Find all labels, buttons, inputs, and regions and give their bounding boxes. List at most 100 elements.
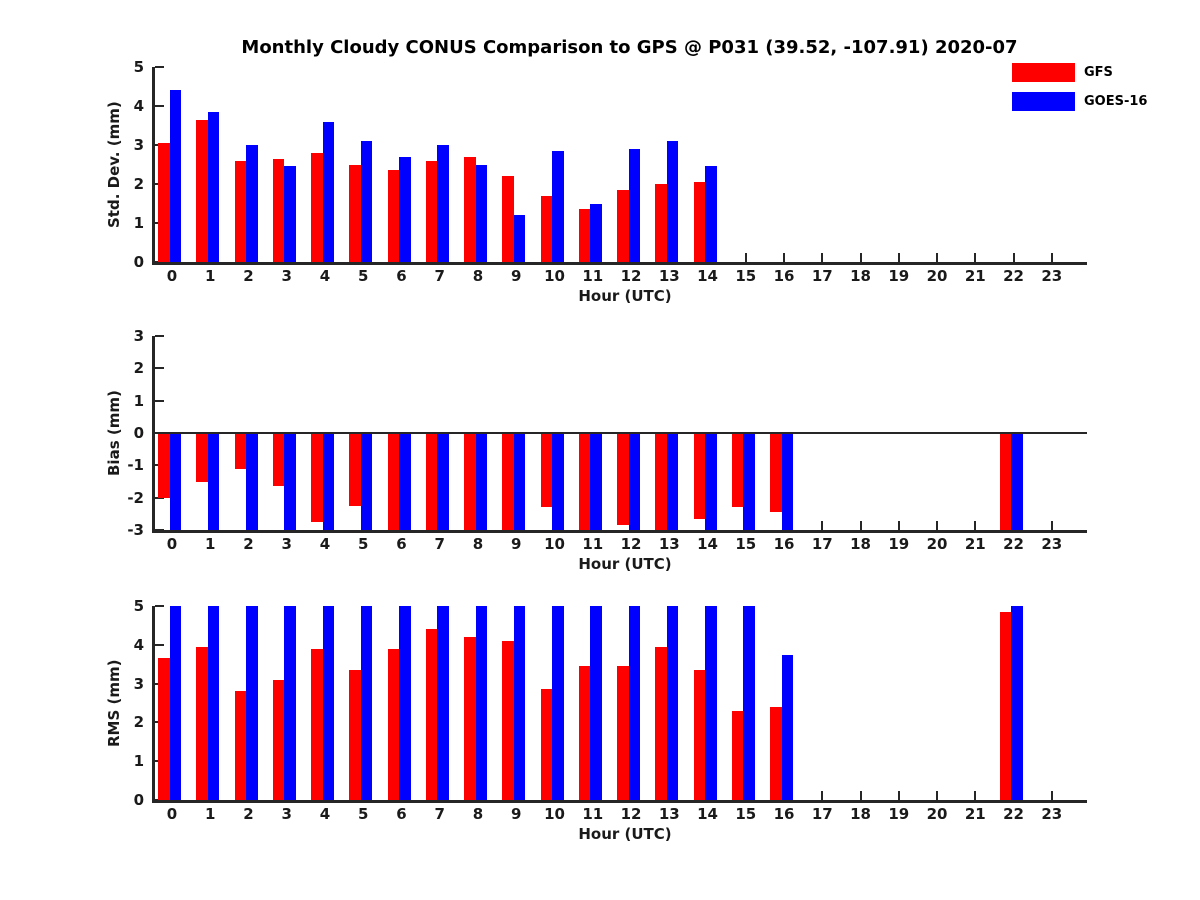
bar-gfs-h2: [234, 160, 246, 262]
y-axis-label: RMS (mm): [105, 659, 123, 747]
y-tick-label: 3: [133, 327, 144, 345]
x-tick-label: 11: [582, 805, 604, 823]
bar-goes-16-h10: [552, 606, 564, 800]
x-tick-label: 14: [697, 805, 718, 823]
rms-subplot: 0 1 2 3 4 5 0 1 2 3 4 5 6 7 8 9 10 11 12 13 14 15 16 17 18 19 20 21…: [105, 597, 1087, 846]
y-tick-label: 3: [133, 674, 144, 693]
x-tick-label: 14: [697, 267, 718, 285]
bar-gfs-h14: [693, 670, 705, 800]
chart-title: Monthly Cloudy CONUS Comparison to GPS @…: [241, 37, 1018, 58]
bar-gfs-h6: [387, 433, 399, 530]
x-tick-label: 1: [205, 267, 216, 285]
bar-goes-16-h7: [437, 145, 449, 262]
x-tick-label: 4: [319, 535, 331, 553]
y-tick-label: 0: [133, 791, 144, 809]
bar-gfs-h6: [387, 170, 399, 262]
bar-gfs-h1: [196, 119, 208, 262]
x-tick-label: 3: [281, 267, 292, 285]
bar-goes-16-h15: [743, 433, 755, 530]
x-tick-label: 12: [620, 267, 642, 285]
y-tick-label: -2: [127, 488, 144, 507]
bar-gfs-h22: [999, 611, 1011, 800]
x-tick-label: 2: [243, 535, 254, 553]
x-tick: [897, 521, 900, 530]
bias-subplot: 3 2 1 0 -1 -2 -3 0 1 2 3 4 5 6 7 8 9 10 11 12 13 14 15 16 17 18 19…: [105, 327, 1087, 576]
y-tick: [155, 66, 164, 68]
bar-gfs-h14: [693, 182, 705, 262]
x-tick-label: 17: [811, 805, 833, 823]
bar-goes-16-h5: [360, 433, 373, 530]
x-tick-label: 11: [582, 267, 604, 285]
x-tick-label: 5: [358, 267, 369, 285]
x-tick-label: 15: [735, 805, 757, 823]
bar-goes-16-h4: [322, 433, 334, 530]
bar-gfs-h4: [311, 648, 323, 800]
bar-gfs-h7: [425, 160, 438, 262]
x-tick-label: 6: [396, 267, 407, 285]
x-tick-label: 10: [544, 535, 565, 553]
x-tick-label: 21: [964, 805, 986, 823]
bar-gfs-h8: [464, 156, 476, 262]
bar-gfs-h9: [502, 640, 514, 800]
bar-gfs-h16: [770, 706, 782, 800]
bar-gfs-h10: [540, 689, 552, 800]
bar-gfs-h9: [502, 433, 514, 530]
bar-goes-16-h9: [513, 215, 526, 262]
bar-goes-16-h1: [207, 606, 220, 800]
bar-goes-16-h2: [246, 145, 258, 262]
y-tick-label: 0: [133, 424, 144, 442]
y-tick-label: 1: [133, 391, 144, 410]
bar-goes-16-h0: [169, 90, 181, 262]
x-tick-label: 2: [243, 267, 254, 285]
bar-goes-16-h0: [169, 433, 181, 530]
x-tick-label: 2: [243, 805, 254, 823]
x-tick-label: 23: [1041, 805, 1063, 823]
y-tick: [155, 643, 164, 646]
bar-goes-16-h16: [781, 654, 793, 800]
x-tick-label: 11: [582, 535, 604, 553]
y-tick-label: 5: [133, 58, 144, 76]
bar-gfs-h0: [158, 433, 170, 498]
x-tick-label: 15: [735, 535, 757, 553]
bar-gfs-h8: [464, 637, 476, 800]
x-tick: [936, 791, 938, 800]
x-tick-label: 15: [735, 267, 757, 285]
y-tick-label: 0: [133, 253, 144, 271]
legend-item-goes16: GOES-16: [1012, 92, 1147, 111]
bar-goes-16-h14: [705, 606, 717, 800]
x-tick: [897, 791, 900, 800]
y-axis-spine: [152, 336, 155, 533]
x-tick-label: 8: [472, 805, 484, 823]
bar-goes-16-h16: [781, 433, 793, 530]
x-tick: [744, 253, 747, 262]
x-tick-label: 23: [1041, 267, 1063, 285]
x-tick-label: 9: [511, 535, 522, 553]
bar-goes-16-h4: [322, 121, 334, 262]
x-tick-label: 9: [511, 267, 522, 285]
bar-gfs-h0: [158, 143, 170, 262]
bar-goes-16-h3: [284, 433, 296, 530]
bar-goes-16-h5: [360, 141, 373, 262]
x-axis-label: Hour (UTC): [578, 825, 672, 843]
y-tick-label: 4: [133, 97, 144, 115]
bar-goes-16-h12: [628, 606, 640, 800]
y-tick-label: 5: [133, 597, 144, 615]
bar-goes-16-h6: [399, 606, 411, 800]
bar-gfs-h12: [617, 666, 629, 800]
x-tick: [1050, 791, 1053, 800]
x-tick-label: 13: [658, 805, 680, 823]
x-tick-label: 22: [1003, 535, 1024, 553]
y-tick: [155, 335, 164, 337]
bar-gfs-h1: [196, 646, 208, 800]
x-tick-label: 6: [396, 805, 407, 823]
bar-gfs-h22: [999, 433, 1011, 530]
bar-gfs-h1: [196, 433, 208, 482]
y-tick: [155, 799, 164, 801]
x-tick: [974, 521, 977, 530]
y-tick-label: 2: [133, 713, 144, 732]
x-tick: [783, 253, 785, 262]
x-tick-label: 7: [434, 535, 445, 553]
bar-gfs-h7: [425, 433, 438, 530]
bar-gfs-h0: [158, 658, 170, 800]
y-tick-label: 3: [133, 136, 144, 154]
